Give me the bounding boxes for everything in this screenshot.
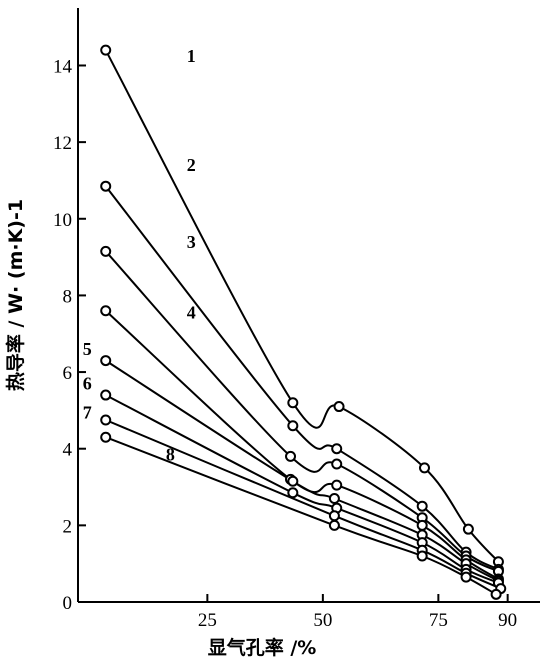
data-point-series-4 bbox=[100, 305, 112, 317]
data-point-series-1 bbox=[333, 401, 345, 413]
data-point-series-4 bbox=[416, 519, 428, 531]
y-tick-label: 8 bbox=[63, 286, 73, 307]
data-point-series-7 bbox=[328, 510, 340, 522]
curve-label-8: 8 bbox=[166, 444, 175, 464]
curve-label-6: 6 bbox=[83, 374, 92, 394]
data-point-series-4 bbox=[331, 479, 343, 491]
x-tick-label: 50 bbox=[313, 610, 332, 631]
series-line-6 bbox=[105, 394, 499, 584]
series-line-8 bbox=[105, 436, 497, 596]
data-point-series-5 bbox=[100, 355, 112, 367]
data-point-series-8 bbox=[328, 519, 340, 531]
series-line-5 bbox=[105, 359, 499, 582]
data-point-series-1 bbox=[462, 523, 474, 535]
data-point-series-2 bbox=[416, 500, 428, 512]
series-line-1 bbox=[104, 49, 500, 563]
y-tick-label: 4 bbox=[63, 440, 73, 461]
data-point-series-8 bbox=[416, 550, 428, 562]
data-point-series-1 bbox=[419, 462, 430, 474]
points-group bbox=[100, 44, 507, 600]
data-point-series-8 bbox=[490, 588, 502, 600]
data-point-series-1 bbox=[100, 44, 112, 56]
curve-label-7: 7 bbox=[83, 402, 92, 422]
data-point-series-3 bbox=[331, 458, 343, 470]
data-point-series-2 bbox=[331, 443, 343, 455]
y-tick-label: 14 bbox=[53, 56, 73, 77]
data-point-series-5 bbox=[328, 493, 340, 505]
data-point-series-7 bbox=[100, 414, 112, 426]
data-point-series-2 bbox=[287, 420, 299, 432]
data-point-series-8 bbox=[100, 431, 112, 443]
y-tick-label: 0 bbox=[63, 593, 73, 614]
data-point-series-1 bbox=[287, 397, 299, 409]
data-point-series-6 bbox=[100, 389, 112, 401]
curve-label-3: 3 bbox=[187, 232, 196, 252]
y-tick-label: 12 bbox=[53, 133, 72, 154]
data-point-series-2 bbox=[100, 180, 112, 192]
data-point-series-3 bbox=[285, 450, 297, 462]
x-tick-label: 75 bbox=[429, 610, 448, 631]
data-point-series-5 bbox=[287, 475, 299, 487]
data-point-series-3 bbox=[100, 245, 112, 257]
data-point-series-6 bbox=[287, 487, 299, 499]
data-point-series-8 bbox=[460, 571, 472, 583]
y-tick-label: 10 bbox=[53, 210, 72, 231]
curve-label-5: 5 bbox=[83, 339, 92, 359]
curve-label-2: 2 bbox=[187, 155, 196, 175]
curve-label-1: 1 bbox=[187, 46, 196, 66]
y-tick-label: 2 bbox=[63, 516, 73, 537]
x-tick-label: 90 bbox=[498, 610, 517, 631]
curve-labels: 1 2 3 4 5 6 7 8 bbox=[83, 46, 196, 465]
series-group bbox=[104, 49, 502, 596]
curve-label-4: 4 bbox=[187, 303, 196, 323]
x-axis-title: 显气孔率 /% bbox=[208, 636, 317, 659]
y-tick-label: 6 bbox=[63, 363, 73, 384]
y-axis-title: 热导率 / W· (m·K)-1 bbox=[4, 199, 27, 391]
x-tick-label: 25 bbox=[198, 610, 217, 631]
